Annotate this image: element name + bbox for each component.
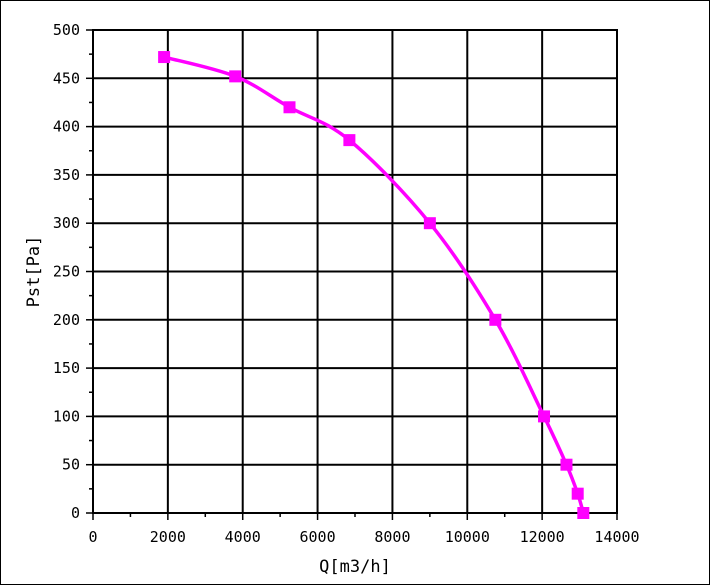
y-tick-label: 450 [53, 69, 80, 87]
tick-marks [86, 29, 618, 520]
x-tick-label: 0 [88, 528, 97, 546]
x-tick-label: 6000 [300, 528, 336, 546]
y-tick-label: 150 [53, 359, 80, 377]
x-tick-label: 4000 [225, 528, 261, 546]
data-point-marker [538, 410, 551, 423]
data-point-marker [158, 51, 171, 64]
y-tick-label: 250 [53, 263, 80, 281]
x-axis-label: Q[m3/h] [319, 557, 391, 577]
y-axis-tick-labels: 0 50 100 150 200 250 300 350 400 450 500 [53, 21, 80, 522]
data-point-marker [577, 507, 590, 519]
y-tick-label: 350 [53, 166, 80, 184]
data-point-marker [343, 134, 356, 147]
y-tick-label: 200 [53, 311, 80, 329]
y-tick-label: 100 [53, 407, 80, 425]
y-tick-label: 400 [53, 118, 80, 136]
y-tick-label: 0 [71, 504, 80, 522]
x-tick-label: 10000 [445, 528, 490, 546]
data-point-marker [571, 487, 584, 500]
y-tick-label: 50 [62, 456, 80, 474]
data-series [158, 51, 590, 519]
y-axis-label: Pst[Pa] [24, 236, 44, 308]
data-point-marker [229, 70, 242, 83]
data-point-marker [423, 217, 436, 230]
series-line [163, 55, 585, 514]
x-tick-label: 2000 [150, 528, 186, 546]
data-point-marker [560, 458, 573, 471]
x-tick-label: 8000 [374, 528, 410, 546]
y-tick-label: 300 [53, 214, 80, 232]
data-point-marker [489, 313, 502, 326]
y-tick-label: 500 [53, 21, 80, 39]
x-tick-label: 14000 [594, 528, 639, 546]
data-point-marker [283, 101, 296, 114]
x-tick-label: 12000 [520, 528, 565, 546]
x-axis-tick-labels: 0 2000 4000 6000 8000 10000 12000 14000 [88, 528, 639, 546]
grid-lines [93, 30, 617, 513]
